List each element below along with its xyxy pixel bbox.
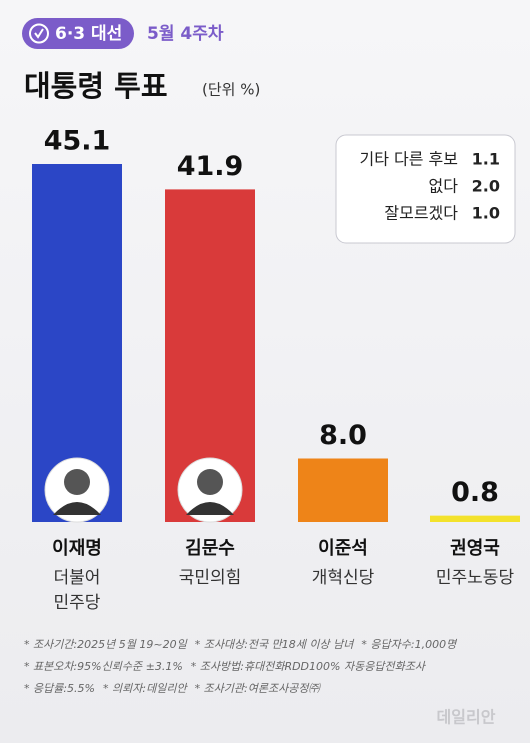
week: 5월 4주차 xyxy=(147,24,224,44)
others-value: 1.0 xyxy=(472,204,500,223)
bar xyxy=(298,458,388,522)
portrait-head xyxy=(64,469,90,495)
others-value: 1.1 xyxy=(472,150,500,169)
value-label: 45.1 xyxy=(44,126,111,157)
watermark: 데일리안 xyxy=(437,708,496,727)
footnote: * 표본오차:95%신뢰수준 ±3.1% xyxy=(24,660,183,673)
badge xyxy=(22,18,134,49)
footnote: * 조사방법:휴대전화RDD100% 자동응답전화조사 xyxy=(191,660,427,673)
footnote: * 응답률:5.5% xyxy=(24,682,95,695)
value-label: 0.8 xyxy=(451,477,499,508)
others-value: 2.0 xyxy=(472,177,500,196)
candidate-name: 이재명 xyxy=(52,538,102,559)
party-name: 더불어 xyxy=(54,568,101,588)
candidate-name: 이준석 xyxy=(318,538,368,559)
bar xyxy=(430,515,520,522)
footnote: * 응답자수:1,000명 xyxy=(361,638,458,651)
portrait-head xyxy=(197,469,223,495)
candidate-name: 권영국 xyxy=(450,538,500,559)
badge-text: 6·3 대선 xyxy=(55,24,122,44)
badge-icon xyxy=(29,23,49,44)
party-name: 민주당 xyxy=(54,593,101,613)
others-label: 잘모르겠다 xyxy=(384,204,458,223)
candidate-name: 김문수 xyxy=(185,538,235,559)
value-label: 41.9 xyxy=(177,151,244,182)
others-box xyxy=(335,134,516,244)
value-label: 8.0 xyxy=(319,420,367,451)
portrait-body xyxy=(53,502,101,515)
party-name: 개혁신당 xyxy=(312,568,375,588)
portrait-body xyxy=(186,502,234,515)
footnote: * 의뢰자:데일리안 xyxy=(103,682,188,695)
footnote: * 조사기간:2025년 5월 19~20일 xyxy=(24,638,188,651)
footnote: * 조사기관:여론조사공정㈜ xyxy=(195,682,322,695)
chart-title: 대통령 투표 xyxy=(24,69,168,103)
party-name: 민주노동당 xyxy=(436,568,515,588)
others-label: 없다 xyxy=(429,177,459,196)
others-label: 기타 다른 후보 xyxy=(360,150,459,169)
badge-check xyxy=(34,28,44,39)
unit: (단위 %) xyxy=(202,81,260,99)
footnote: * 조사대상:전국 만18세 이상 남녀 xyxy=(195,638,356,651)
party-name: 국민의힘 xyxy=(179,568,242,588)
